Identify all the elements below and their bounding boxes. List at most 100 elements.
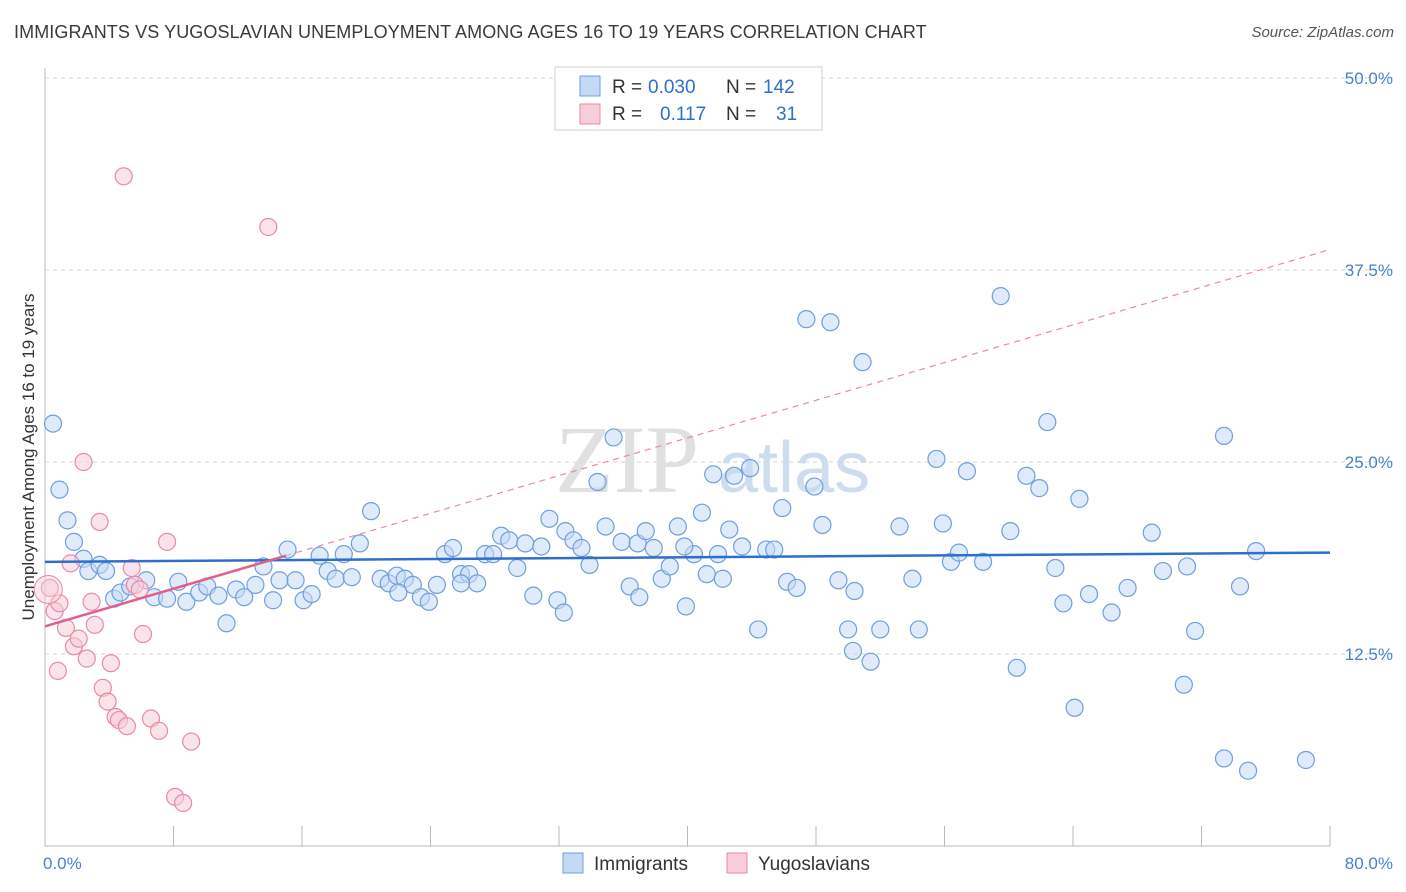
y-tick-label-3: 50.0%: [1345, 69, 1393, 88]
immigrants-point-18: [209, 586, 228, 605]
immigrants-point-97: [839, 620, 858, 639]
immigrants-point-79: [704, 465, 723, 484]
watermark: ZIP atlas: [555, 406, 870, 513]
immigrants-point-95: [821, 313, 840, 332]
immigrants-point-2: [58, 511, 77, 530]
immigrants-point-29: [302, 584, 321, 604]
yugoslavians-point-6: [69, 629, 88, 648]
legend-r-label-1: R =: [612, 77, 642, 98]
immigrants-point-134: [1296, 750, 1316, 770]
yugoslavians-point-10: [85, 615, 104, 634]
immigrants-point-120: [1070, 489, 1089, 508]
immigrants-point-101: [861, 652, 880, 671]
immigrants-point-44: [427, 575, 447, 594]
immigrants-trend-line: [44, 551, 1331, 564]
y-axis-label: Unemployment Among Ages 16 to 19 years: [19, 294, 38, 621]
immigrants-point-78: [697, 565, 716, 584]
immigrants-point-88: [765, 540, 784, 559]
bottom-swatch-yugoslavians: [726, 852, 748, 874]
yugoslavians-point-11: [90, 512, 109, 532]
immigrants-point-127: [1177, 557, 1197, 576]
immigrants-point-122: [1102, 603, 1121, 622]
immigrants-point-117: [1046, 558, 1065, 578]
immigrants-point-133: [1247, 541, 1266, 561]
legend-n-value-1: 142: [763, 77, 795, 98]
immigrants-point-93: [805, 477, 824, 496]
immigrants-point-106: [927, 449, 946, 469]
immigrants-point-107: [933, 514, 952, 533]
yugoslavians-point-9: [82, 592, 101, 611]
yugoslavians-point-17: [114, 167, 133, 186]
immigrants-point-43: [419, 592, 438, 611]
immigrants-point-0: [43, 414, 63, 433]
immigrants-point-83: [724, 466, 744, 485]
immigrants-point-33: [334, 545, 353, 564]
immigrants-point-131: [1230, 577, 1250, 596]
yugoslavians-point-8: [77, 649, 96, 668]
immigrants-point-67: [612, 532, 631, 551]
immigrants-point-70: [636, 522, 655, 541]
legend-swatch-yugoslavians: [579, 103, 601, 125]
yugoslavians-point-4: [61, 554, 80, 573]
yugoslavians-trend-line: [44, 554, 287, 628]
chart-title: IMMIGRANTS VS YUGOSLAVIAN UNEMPLOYMENT A…: [14, 22, 927, 42]
bottom-legend: Immigrants Yugoslavians: [562, 852, 870, 875]
immigrants-point-139: [554, 603, 573, 622]
immigrants-point-123: [1118, 578, 1137, 598]
immigrants-point-112: [1001, 522, 1020, 541]
immigrants-point-49: [467, 574, 487, 593]
immigrants-point-91: [787, 578, 806, 598]
yugoslavians-point-30: [48, 661, 67, 680]
immigrants-point-104: [903, 569, 922, 588]
immigrants-point-22: [246, 575, 265, 594]
immigrants-point-73: [660, 557, 679, 576]
yugoslavians-point-0: [40, 578, 59, 598]
immigrants-point-66: [604, 428, 623, 447]
y-tick-label-0: 12.5%: [1345, 645, 1393, 664]
immigrants-point-80: [708, 545, 728, 564]
immigrants-point-110: [957, 462, 977, 481]
immigrants-point-77: [692, 503, 712, 522]
x-tick-label-1: 80.0%: [1345, 854, 1393, 873]
legend-n-label-1: N =: [726, 77, 756, 98]
immigrants-point-116: [1038, 412, 1057, 432]
immigrants-point-130: [1214, 749, 1234, 768]
watermark-zip: ZIP: [555, 406, 699, 513]
yugoslavians-point-13: [98, 692, 117, 711]
legend-n-value-2: 31: [776, 104, 797, 125]
immigrants-point-84: [733, 537, 752, 556]
source-label: Source: ZipAtlas.com: [1251, 24, 1394, 41]
immigrants-point-137: [389, 583, 408, 602]
legend-r-value-1: 0.030: [648, 77, 696, 98]
bottom-swatch-immigrants: [562, 852, 584, 874]
immigrants-point-27: [286, 571, 305, 590]
immigrants-point-85: [741, 459, 760, 478]
immigrants-point-74: [668, 517, 687, 536]
watermark-atlas: atlas: [718, 428, 870, 508]
x-tick-labels: 0.0% 80.0%: [43, 854, 1393, 873]
immigrants-point-125: [1153, 561, 1173, 581]
immigrants-point-51: [484, 545, 503, 564]
immigrants-point-98: [843, 641, 863, 661]
legend-swatch-immigrants: [579, 75, 601, 97]
immigrants-point-25: [270, 571, 289, 590]
immigrants-point-140: [630, 588, 649, 607]
immigrants-point-57: [532, 537, 551, 556]
y-tick-labels: 12.5% 25.0% 37.5% 50.0%: [1345, 69, 1393, 664]
immigrants-point-30: [310, 546, 329, 565]
legend-n-label-2: N =: [726, 104, 756, 125]
immigrants-point-89: [773, 498, 792, 518]
immigrants-point-132: [1238, 761, 1258, 780]
immigrants-point-119: [1065, 698, 1084, 717]
immigrants-point-135: [991, 287, 1010, 306]
immigrants-point-86: [749, 620, 768, 639]
trend-lines: [44, 551, 1331, 628]
immigrants-point-94: [813, 515, 832, 535]
immigrants-point-136: [675, 537, 694, 556]
immigrants-point-113: [1007, 658, 1026, 677]
immigrants-point-35: [350, 534, 369, 553]
axes: [44, 68, 1331, 847]
immigrants-point-115: [1030, 479, 1049, 498]
yugoslavians-point-24: [149, 721, 169, 740]
yugoslavians-point-28: [182, 732, 201, 751]
